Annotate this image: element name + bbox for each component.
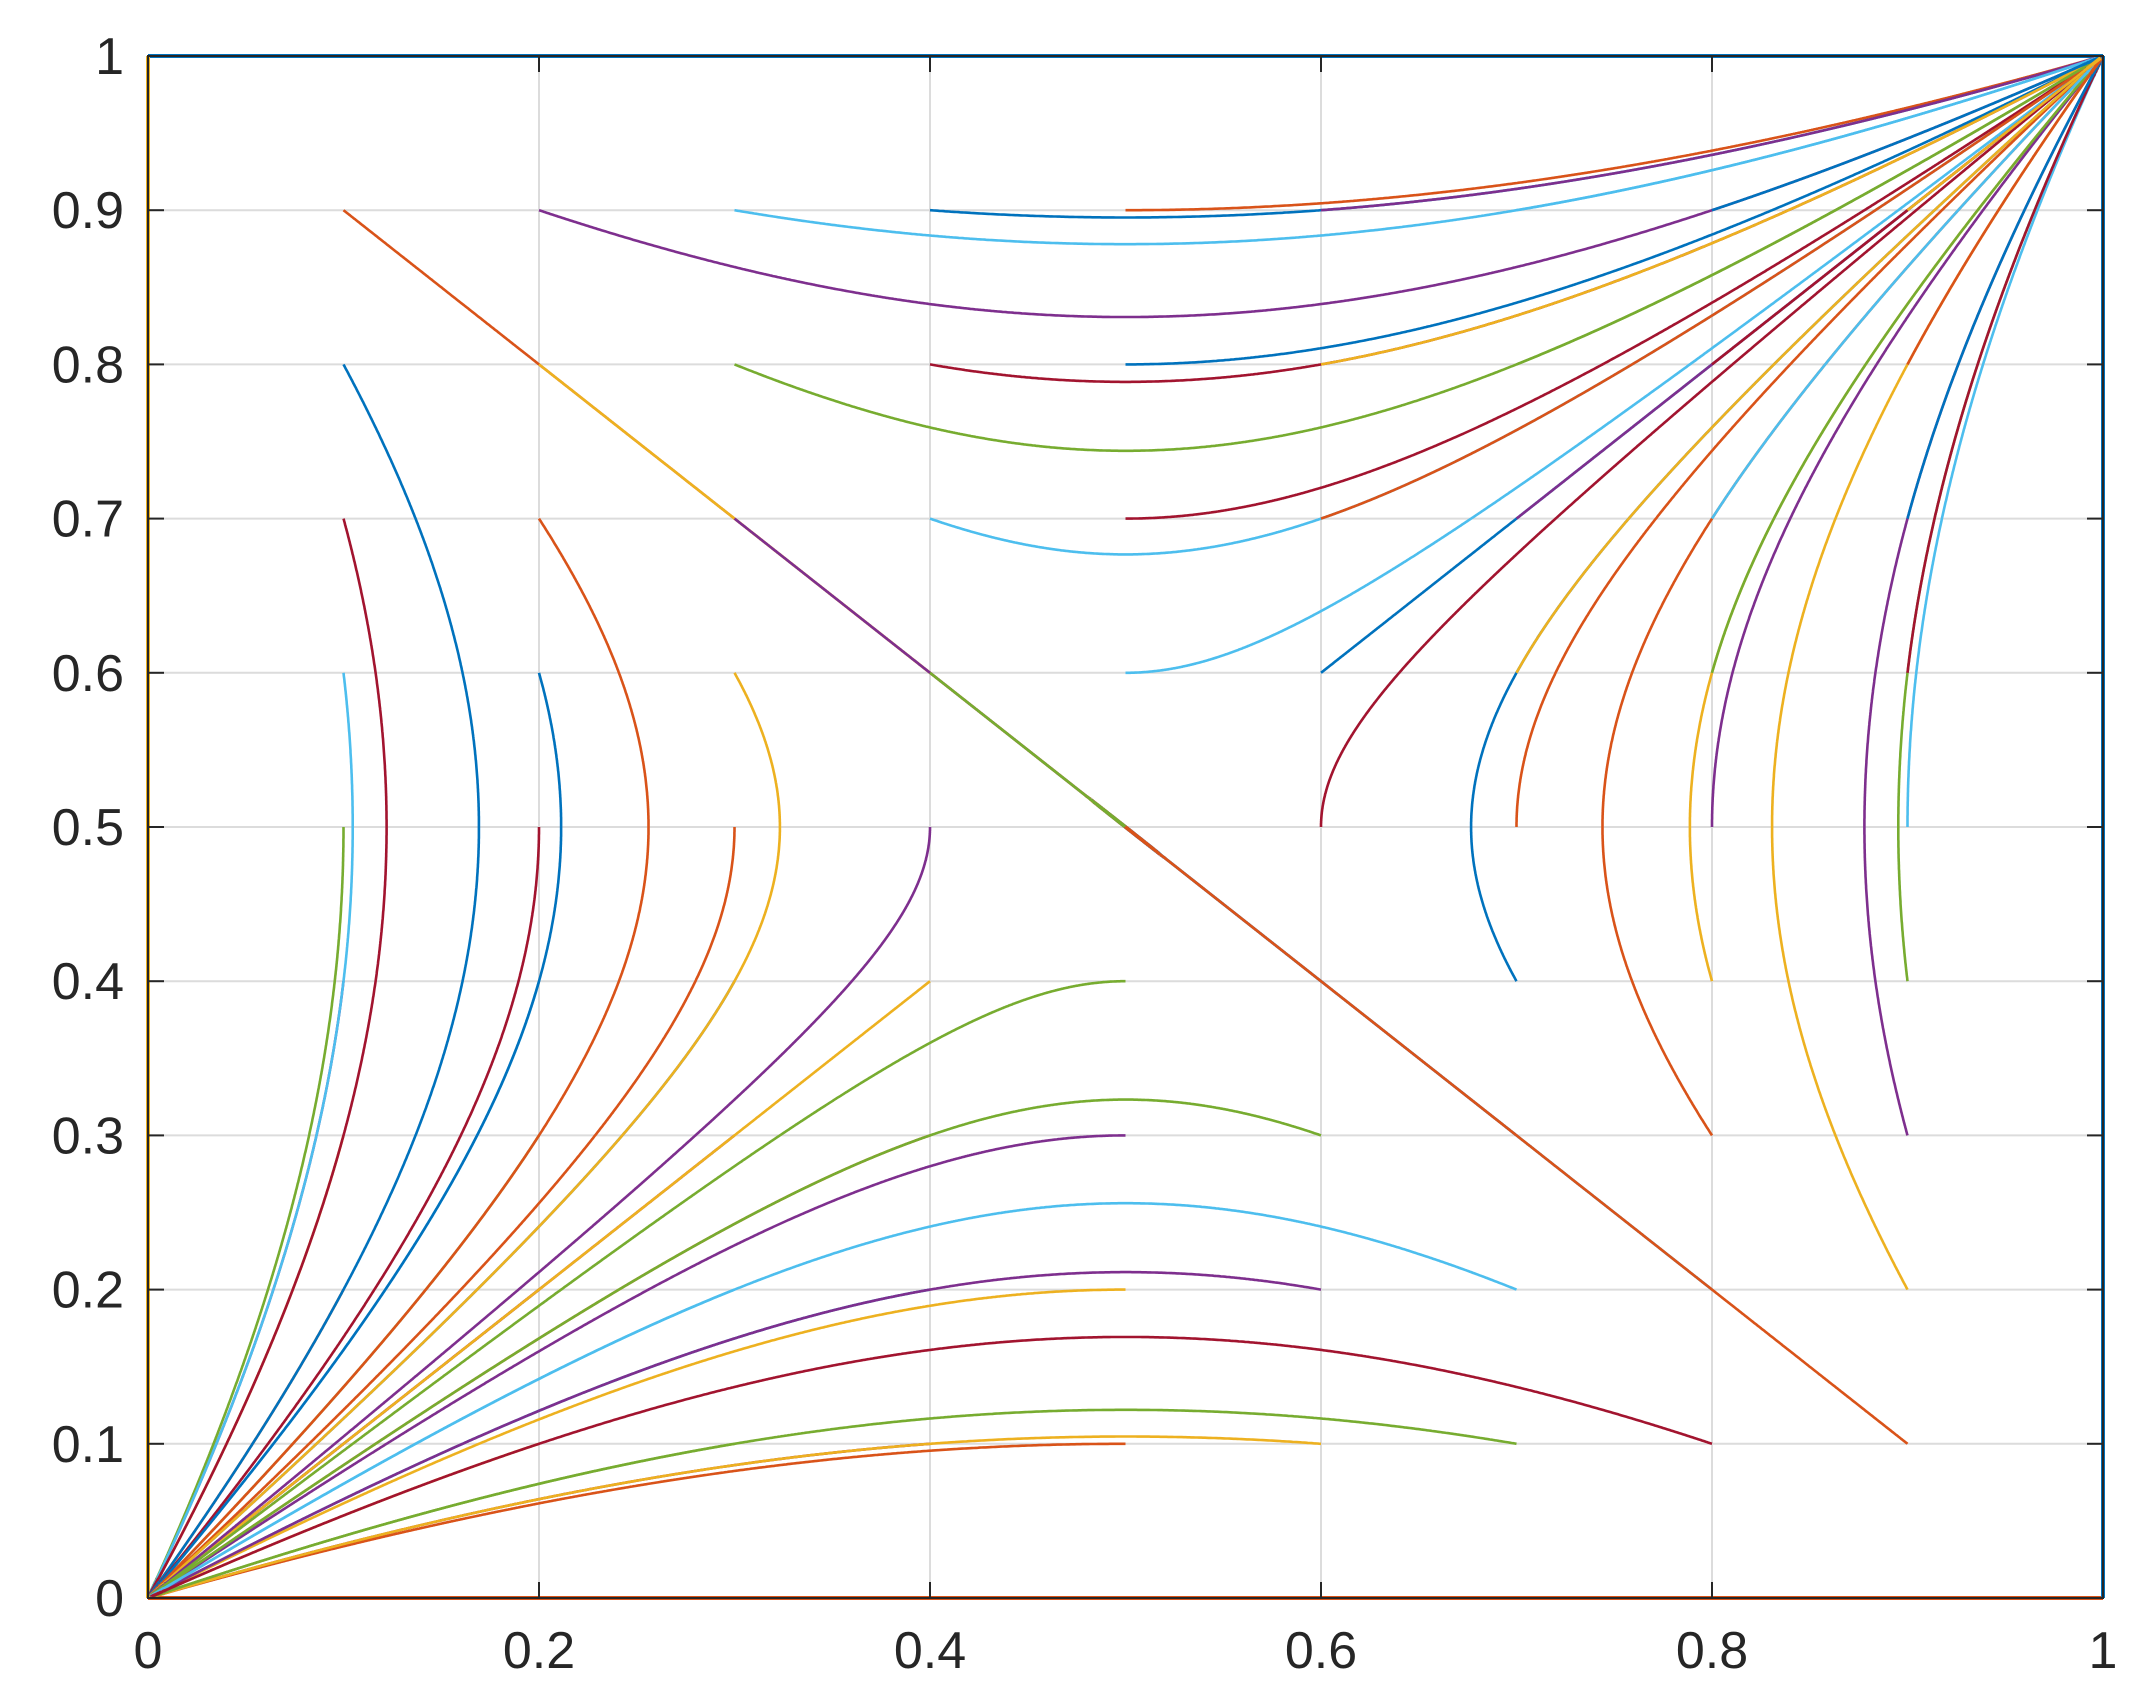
trajectory-line xyxy=(149,1201,1517,1598)
trajectory-line xyxy=(1711,56,2101,212)
trajectory-line xyxy=(148,363,481,1597)
trajectory-line xyxy=(1906,57,2103,519)
trajectory-line xyxy=(1320,56,2102,520)
trajectory-line xyxy=(149,1098,1322,1598)
trajectory-line xyxy=(149,979,1126,1598)
trajectory-line xyxy=(1906,57,2103,365)
trajectory-line xyxy=(1710,57,2102,520)
trajectory-line xyxy=(1515,57,2102,674)
y-tick-label: 0 xyxy=(95,1570,124,1628)
x-tick-label: 0.4 xyxy=(894,1622,966,1680)
x-tick-labels: 0 0.2 0.4 0.6 0.8 1 xyxy=(134,1622,2118,1680)
x-tick-label: 0.8 xyxy=(1676,1622,1748,1680)
trajectory-line xyxy=(148,518,388,1597)
trajectory-line xyxy=(1906,57,2102,212)
x-tick-label: 0 xyxy=(134,1622,163,1680)
y-tick-label: 0.4 xyxy=(52,953,124,1011)
x-tick-label: 0.6 xyxy=(1285,1622,1357,1680)
trajectory-line xyxy=(150,1270,1322,1598)
trajectory-line xyxy=(1516,55,2101,212)
x-tick-label: 0.2 xyxy=(503,1622,575,1680)
trajectory-line xyxy=(148,672,563,1597)
y-tick-label: 1 xyxy=(95,28,124,86)
y-tick-label: 0.5 xyxy=(52,799,124,857)
x-tick-label: 1 xyxy=(2089,1622,2118,1680)
trajectory-lines xyxy=(148,55,2103,1599)
trajectory-line xyxy=(149,827,932,1597)
axis-ticks xyxy=(147,55,2104,1599)
y-tick-label: 0.7 xyxy=(52,491,124,549)
y-tick-label: 0.3 xyxy=(52,1107,124,1165)
y-tick-labels: 0 0.1 0.2 0.3 0.4 0.5 0.6 0.7 0.8 0.9 1 xyxy=(52,28,124,1628)
y-tick-label: 0.6 xyxy=(52,645,124,703)
y-tick-label: 0.2 xyxy=(52,1262,124,1320)
trajectory-line xyxy=(1124,825,1909,1445)
trajectory-line xyxy=(149,672,782,1597)
trajectory-line xyxy=(149,517,650,1597)
trajectory-line xyxy=(929,671,1127,829)
trajectory-line xyxy=(1516,56,2101,366)
trajectory-line xyxy=(150,1408,1517,1599)
y-tick-label: 0.8 xyxy=(52,336,124,394)
trajectory-line xyxy=(150,1335,1713,1598)
y-tick-label: 0.1 xyxy=(52,1416,124,1474)
y-tick-label: 0.9 xyxy=(52,182,124,240)
